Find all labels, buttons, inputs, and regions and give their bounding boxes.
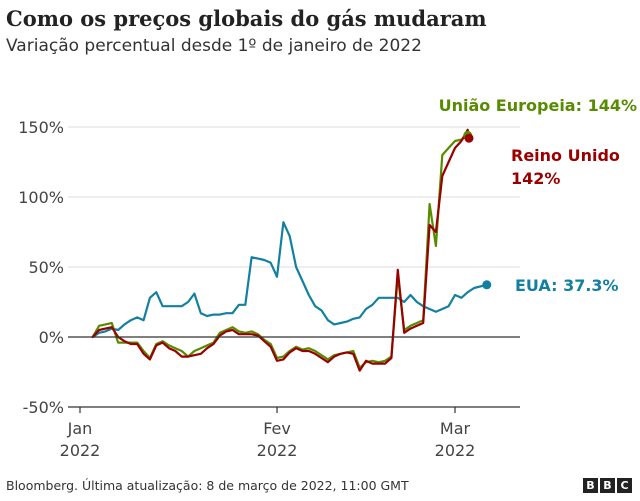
series-end-marker: [482, 280, 492, 290]
y-tick-label: 50%: [28, 258, 64, 277]
chart-title: Como os preços globais do gás mudaram: [6, 6, 487, 31]
series-end-label: 142%: [511, 169, 560, 188]
y-tick-label: 100%: [18, 188, 64, 207]
series-end-marker: [464, 133, 474, 143]
y-tick-label: 0%: [39, 328, 64, 347]
series-end-label: Reino Unido: [511, 146, 620, 165]
bbc-logo-letter: B: [583, 478, 598, 493]
bbc-logo-letter: B: [600, 478, 615, 493]
x-tick-label: 2022: [435, 441, 476, 460]
series-end-label: União Europeia: 144%: [439, 96, 637, 115]
x-tick-label: Jan: [67, 419, 93, 438]
series-line-reino-unido: [91, 128, 471, 372]
series-end-label: EUA: 37.3%: [515, 276, 619, 295]
source-footer: Bloomberg. Última atualização: 8 de març…: [6, 478, 409, 493]
x-tick-label: Fev: [263, 419, 291, 438]
x-tick-label: 2022: [257, 441, 298, 460]
x-tick-label: Mar: [440, 419, 471, 438]
y-tick-label: 150%: [18, 118, 64, 137]
bbc-logo: B B C: [583, 478, 632, 493]
x-tick-label: 2022: [60, 441, 101, 460]
line-chart: -50% 0% 50% 100% 150% Jan 2022 Fev 2022 Mar 2022 EU…: [18, 96, 637, 460]
bbc-logo-letter: C: [617, 478, 632, 493]
series-line-eua: [91, 221, 488, 339]
y-tick-label: -50%: [23, 398, 64, 417]
chart-subtitle: Variação percentual desde 1º de janeiro …: [6, 36, 422, 56]
